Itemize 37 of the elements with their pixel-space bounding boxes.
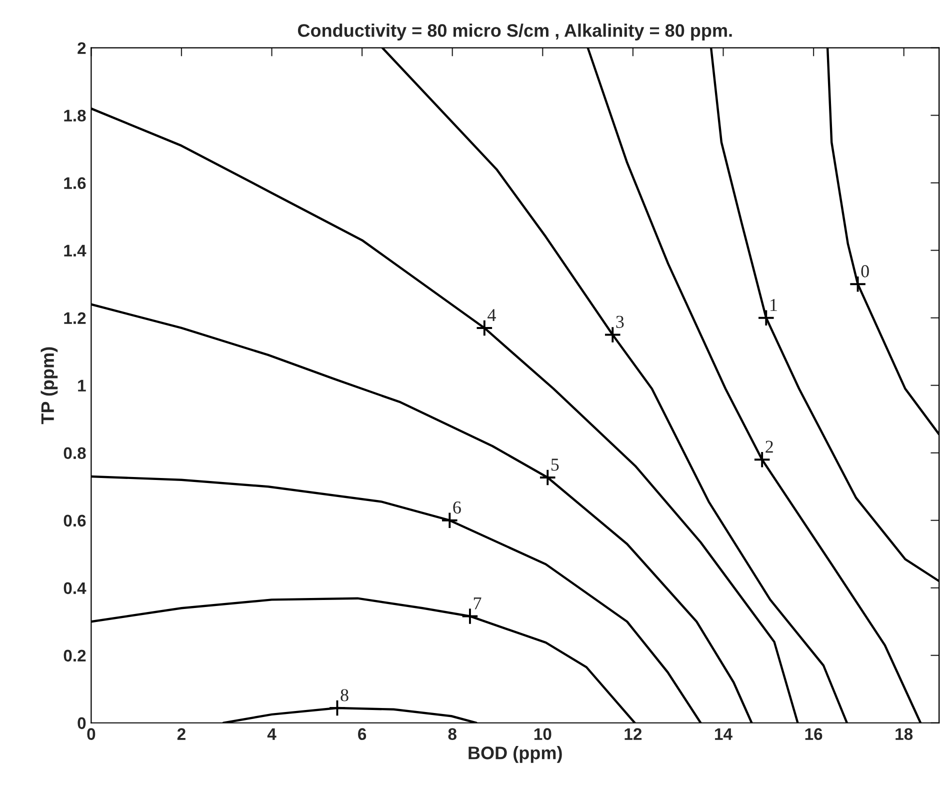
y-tick-label: 0.4 — [64, 582, 86, 594]
y-axis-title: TP (ppm) — [40, 347, 58, 424]
x-axis-title: BOD (ppm) — [468, 746, 562, 763]
y-tick-label: 1 — [78, 380, 86, 392]
annotation: 6 — [453, 501, 461, 514]
x-tick-label: 16 — [805, 728, 822, 740]
x-tick-label: 4 — [267, 728, 276, 740]
point — [461, 608, 479, 625]
annotation: 5 — [551, 458, 559, 471]
y-tick-label: 1.8 — [64, 110, 86, 122]
annotation: 3 — [616, 316, 624, 328]
x-tick-label: 0 — [87, 728, 96, 740]
x-tick-label: 12 — [624, 728, 642, 740]
annotation: 1 — [770, 298, 777, 311]
x-tick-label: 2 — [177, 728, 186, 740]
y-tick-label: 0.8 — [64, 447, 86, 460]
annotation: 2 — [766, 440, 773, 453]
y-tick-label: 0 — [78, 717, 86, 730]
point — [604, 326, 622, 344]
x-tick-label: 6 — [358, 728, 366, 740]
y-tick-label: 1.6 — [64, 177, 86, 190]
x-tick-label: 8 — [448, 728, 456, 740]
annotation: 0 — [861, 265, 869, 278]
y-tick-label: 0.2 — [64, 650, 86, 662]
chart-title: Conductivity = 80 micro S/cm , Alkalinity = 80 ppm. — [298, 24, 732, 40]
point — [758, 309, 775, 326]
point — [476, 319, 494, 337]
x-tick-label: 10 — [534, 728, 552, 740]
x-tick-label: 18 — [896, 728, 913, 740]
x-tick-label: 14 — [715, 728, 732, 740]
annotation: 8 — [340, 689, 348, 702]
y-tick-label: 0.6 — [64, 514, 86, 527]
y-tick-label: 2 — [78, 42, 86, 54]
annotation: 4 — [488, 309, 496, 322]
annotation: 7 — [474, 597, 482, 610]
y-tick-label: 1.4 — [64, 244, 86, 256]
y-tick-label: 1.2 — [64, 312, 86, 324]
